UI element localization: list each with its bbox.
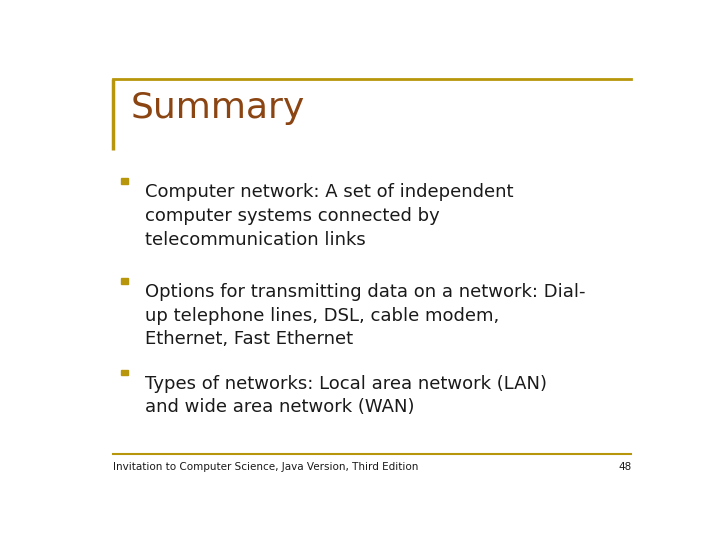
FancyBboxPatch shape xyxy=(121,370,128,375)
Text: Invitation to Computer Science, Java Version, Third Edition: Invitation to Computer Science, Java Ver… xyxy=(114,462,419,472)
Text: 48: 48 xyxy=(618,462,631,472)
FancyBboxPatch shape xyxy=(121,178,128,184)
Text: Summary: Summary xyxy=(130,91,305,125)
FancyBboxPatch shape xyxy=(121,278,128,284)
Text: Computer network: A set of independent
computer systems connected by
telecommuni: Computer network: A set of independent c… xyxy=(145,183,513,248)
Text: Types of networks: Local area network (LAN)
and wide area network (WAN): Types of networks: Local area network (L… xyxy=(145,375,546,416)
Text: Options for transmitting data on a network: Dial-
up telephone lines, DSL, cable: Options for transmitting data on a netwo… xyxy=(145,283,585,348)
